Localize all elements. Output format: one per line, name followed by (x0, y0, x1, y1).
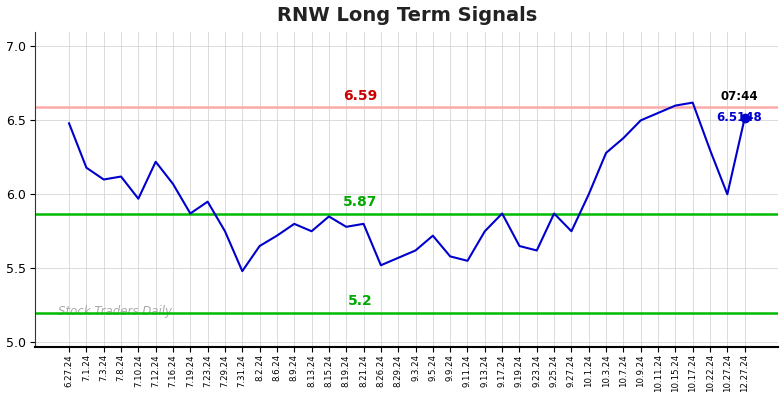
Text: 07:44: 07:44 (720, 90, 758, 103)
Text: 5.87: 5.87 (343, 195, 377, 209)
Text: 5.2: 5.2 (348, 294, 372, 308)
Text: 6.59: 6.59 (343, 89, 377, 103)
Text: Stock Traders Daily: Stock Traders Daily (57, 305, 172, 318)
Title: RNW Long Term Signals: RNW Long Term Signals (277, 6, 537, 25)
Text: 6.5148: 6.5148 (717, 111, 762, 124)
